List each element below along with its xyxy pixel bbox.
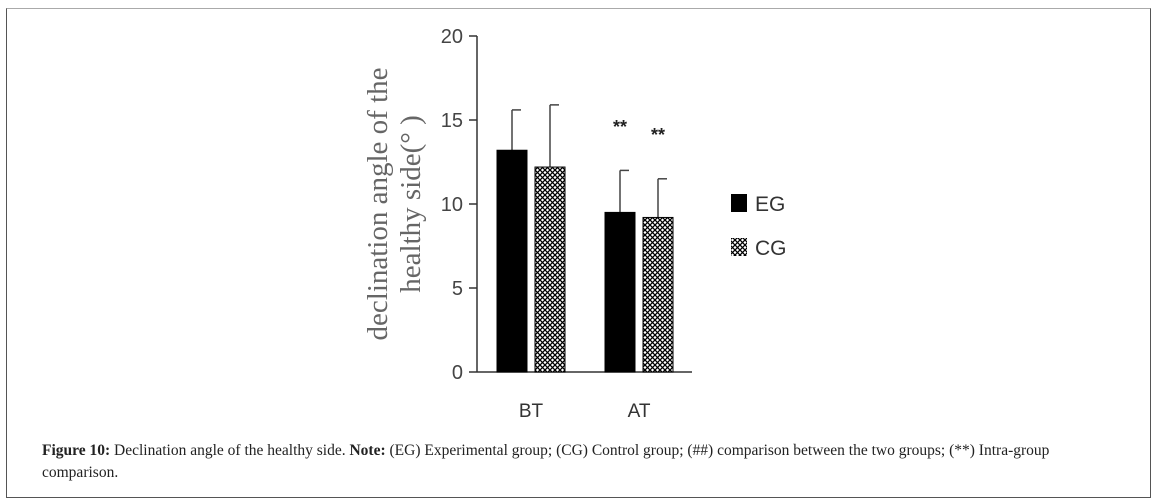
figure-frame (6, 8, 1151, 498)
y-tick-label: 15 (441, 110, 463, 132)
bar-cg-at (642, 216, 674, 373)
y-axis-label-line1: declination angle of the (362, 68, 394, 341)
legend-label-eg: EG (755, 193, 785, 216)
caption-text: Declination angle of the healthy side. (110, 442, 350, 459)
x-tick-label: AT (628, 401, 651, 422)
y-tick-label: 10 (441, 194, 463, 216)
y-axis-label-line2: healthy side(° ) (395, 115, 427, 292)
y-tick-label: 5 (452, 278, 463, 300)
bar-eg-at (604, 211, 636, 373)
y-axis-label: declination angle of the healthy side(° … (362, 68, 427, 341)
caption-note-label: Note: (349, 442, 386, 459)
bar-chart: declination angle of the healthy side(° … (362, 26, 787, 422)
figure-caption: Figure 10: Declination angle of the heal… (42, 440, 1122, 484)
legend-swatch-eg (731, 194, 747, 212)
significance-annotation: ** (651, 125, 665, 145)
legend-label-cg: CG (755, 237, 787, 260)
legend-swatch-cg (731, 238, 747, 256)
caption-label: Figure 10: (42, 442, 111, 459)
x-tick-label: BT (519, 401, 544, 422)
bar-cg-bt (534, 166, 566, 373)
bar-eg-bt (496, 149, 528, 373)
caption-note-text: (EG) Experimental group; (CG) Control gr… (42, 442, 1050, 481)
significance-annotation: ** (613, 117, 627, 137)
y-tick-label: 0 (452, 362, 463, 384)
y-tick-label: 20 (441, 26, 463, 48)
